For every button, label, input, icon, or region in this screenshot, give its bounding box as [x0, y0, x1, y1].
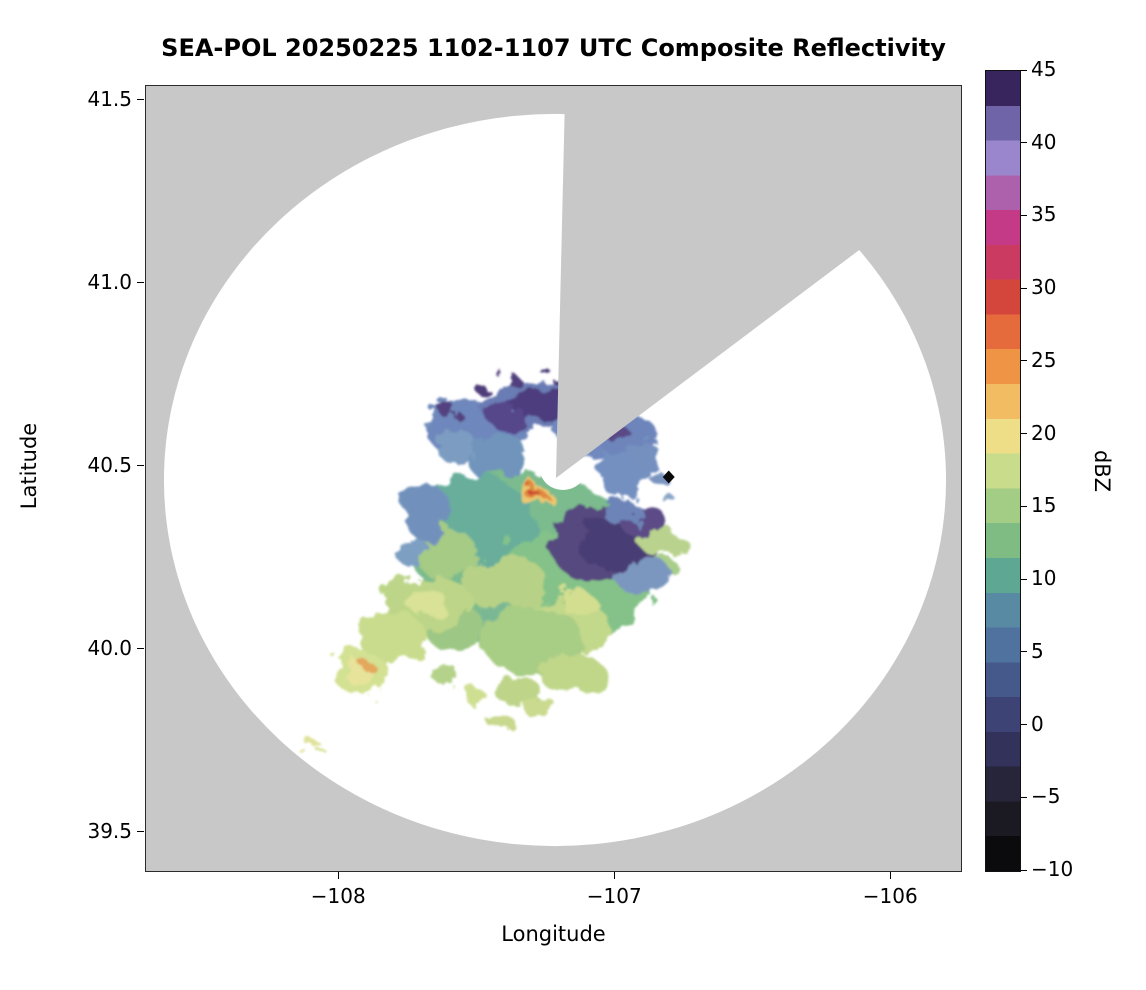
x-tick — [337, 872, 339, 879]
colorbar-tick — [1021, 360, 1027, 362]
colorbar-tick — [1021, 214, 1027, 216]
radar-plot-svg — [146, 86, 961, 871]
y-tick — [137, 831, 144, 833]
y-tick-label: 39.5 — [87, 818, 132, 843]
colorbar-tick-label: 25 — [1031, 347, 1057, 372]
colorbar-tick — [1021, 796, 1027, 798]
x-tick-label: −106 — [862, 884, 918, 908]
y-tick-label: 41.5 — [87, 86, 132, 111]
colorbar-tick-label: 30 — [1031, 275, 1057, 300]
x-axis-label: Longitude — [501, 922, 606, 946]
y-tick-label: 40.5 — [87, 452, 132, 477]
colorbar-tick-label: 40 — [1031, 129, 1057, 154]
colorbar-tick — [1021, 724, 1027, 726]
colorbar — [985, 70, 1021, 872]
colorbar-tick-label: 5 — [1031, 638, 1044, 663]
y-axis-label: Latitude — [17, 422, 41, 510]
colorbar-tick — [1021, 869, 1027, 871]
y-tick — [137, 465, 144, 467]
colorbar-tick-label: 20 — [1031, 420, 1057, 445]
colorbar-label: dBZ — [1090, 449, 1114, 493]
colorbar-tick — [1021, 287, 1027, 289]
blocked-sector-wedge — [555, 86, 961, 479]
colorbar-tick-label: 10 — [1031, 566, 1057, 591]
y-tick — [137, 648, 144, 650]
y-tick — [137, 99, 144, 101]
reflectivity-echo-field — [300, 366, 686, 756]
colorbar-gradient — [986, 71, 1020, 871]
x-tick-label: −107 — [586, 884, 642, 908]
x-tick — [889, 872, 891, 879]
colorbar-tick — [1021, 69, 1027, 71]
plot-area — [145, 85, 962, 872]
colorbar-tick — [1021, 578, 1027, 580]
colorbar-tick-label: 15 — [1031, 493, 1057, 518]
x-tick — [613, 872, 615, 879]
colorbar-tick-label: 35 — [1031, 202, 1057, 227]
colorbar-tick-label: −5 — [1031, 784, 1061, 809]
y-tick-label: 40.0 — [87, 635, 132, 660]
y-tick — [137, 282, 144, 284]
site-marker-diamond — [662, 470, 675, 484]
colorbar-tick — [1021, 433, 1027, 435]
colorbar-tick-label: 45 — [1031, 57, 1057, 81]
colorbar-tick-label: −10 — [1031, 857, 1074, 881]
x-tick-label: −108 — [310, 884, 366, 908]
colorbar-tick — [1021, 142, 1027, 144]
colorbar-tick — [1021, 651, 1027, 653]
y-tick-label: 41.0 — [87, 269, 132, 294]
colorbar-tick-label: 0 — [1031, 711, 1044, 736]
colorbar-tick — [1021, 505, 1027, 507]
chart-title: SEA-POL 20250225 1102-1107 UTC Composite… — [161, 34, 946, 62]
